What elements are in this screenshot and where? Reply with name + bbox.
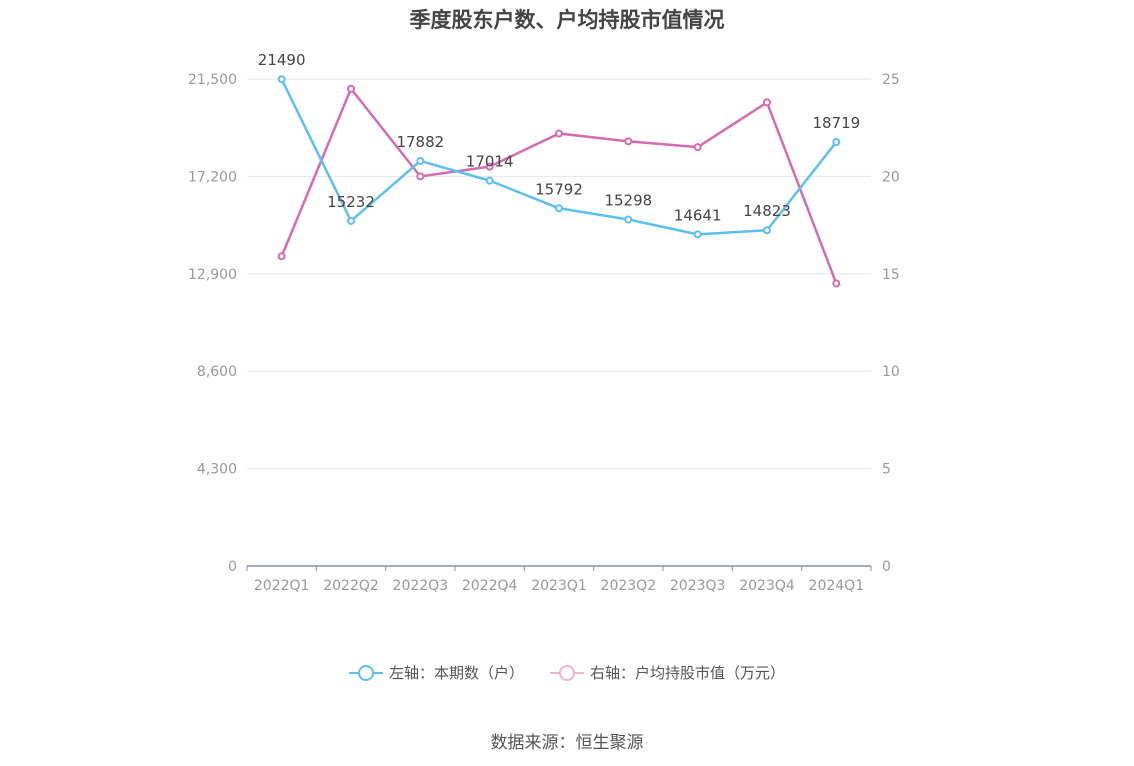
left-tick-label: 17,200	[188, 169, 237, 185]
legend-label-right: 右轴：户均持股市值（万元）	[590, 664, 786, 682]
data-point-left	[485, 176, 494, 185]
left-tick-label: 21,500	[188, 72, 237, 88]
data-point-left	[624, 215, 633, 224]
data-point-left	[416, 156, 425, 165]
legend-swatch-right	[550, 663, 584, 683]
data-point-left	[832, 137, 841, 146]
x-tick-label: 2023Q1	[531, 578, 587, 594]
left-tick-label: 4,300	[197, 462, 237, 478]
left-tick-label: 12,900	[188, 267, 237, 283]
left-tick-label: 0	[228, 559, 237, 575]
legend-swatch-left	[348, 663, 383, 683]
x-tick-label: 2022Q2	[323, 578, 379, 594]
data-point-left	[555, 204, 563, 213]
data-label: 15232	[327, 193, 375, 211]
data-point-right	[555, 129, 563, 138]
chart-title: 季度股东户数、户均持股市值情况	[409, 8, 725, 32]
data-label: 18719	[812, 114, 860, 132]
right-tick-label: 25	[882, 72, 900, 88]
data-point-right	[763, 98, 771, 107]
data-point-right	[624, 137, 633, 146]
legend-label-left: 左轴：本期数（户）	[388, 664, 524, 682]
data-label: 17014	[466, 153, 514, 171]
data-point-right	[485, 162, 494, 171]
source-note: 数据来源：恒生聚源	[490, 733, 644, 753]
grid-lines	[247, 78, 871, 470]
data-point-left	[347, 216, 355, 225]
x-tick-label: 2024Q1	[809, 578, 865, 594]
right-tick-label: 0	[882, 559, 891, 575]
data-label: 14641	[674, 206, 722, 224]
data-point-right	[416, 172, 425, 181]
data-labels: 21490 15232 17882 17014 15792 15298 14641 14823…	[258, 51, 860, 224]
right-axis-ticks: 0 5 10 15 20 25	[882, 72, 900, 575]
series-right	[277, 84, 841, 288]
x-axis: 2022Q1 2022Q2 2022Q3 2022Q4 2023Q1 2023Q2 2023…	[246, 565, 872, 594]
x-tick-label: 2023Q2	[601, 578, 657, 594]
legend-item-left-series[interactable]: 左轴：本期数（户）	[348, 662, 524, 683]
data-point-left	[763, 226, 771, 235]
data-label: 15792	[535, 180, 583, 198]
legend: 左轴：本期数（户） 右轴：户均持股市值（万元）	[0, 662, 1134, 683]
series-left	[277, 75, 841, 239]
data-label: 14823	[743, 202, 791, 220]
data-point-right	[693, 143, 702, 152]
data-point-right	[347, 84, 355, 93]
x-tick-label: 2023Q3	[670, 578, 726, 594]
x-tick-label: 2022Q3	[393, 578, 449, 594]
data-point-right	[832, 279, 841, 288]
left-tick-label: 8,600	[197, 364, 237, 380]
data-point-left	[277, 75, 286, 84]
data-label: 15298	[604, 191, 652, 209]
data-point-left	[693, 230, 702, 239]
data-label: 21490	[258, 51, 306, 69]
x-tick-label: 2022Q4	[462, 578, 518, 594]
right-tick-label: 15	[882, 267, 900, 283]
x-tick-label: 2023Q4	[739, 578, 795, 594]
legend-item-right-series[interactable]: 右轴：户均持股市值（万元）	[550, 662, 785, 683]
left-axis-ticks: 0 4,300 8,600 12,900 17,200 21,500	[188, 72, 237, 575]
right-tick-label: 10	[882, 364, 900, 380]
data-label: 17882	[396, 133, 444, 151]
x-tick-label: 2022Q1	[254, 578, 310, 594]
right-tick-label: 5	[882, 462, 891, 478]
data-point-right	[277, 252, 286, 261]
right-tick-label: 20	[882, 169, 900, 185]
